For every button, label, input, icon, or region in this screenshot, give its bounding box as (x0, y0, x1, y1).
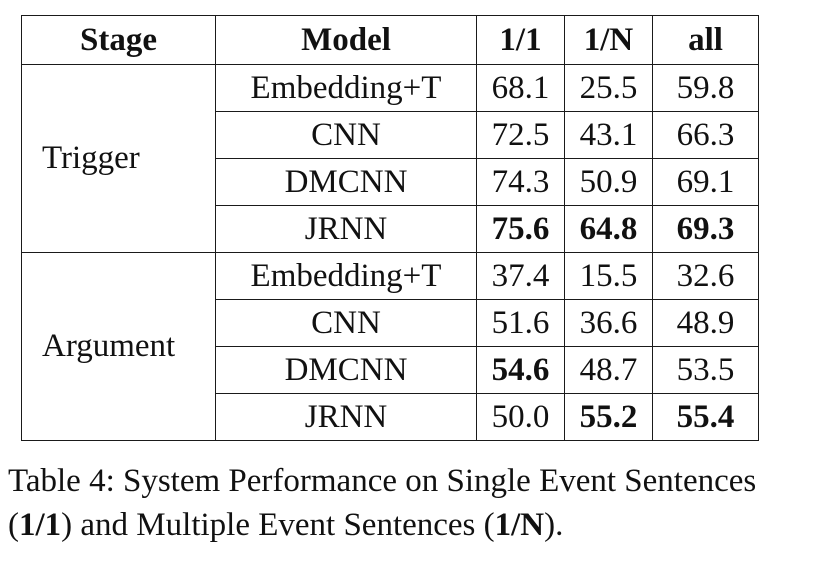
value-all-cell-best: 55.4 (652, 393, 759, 441)
model-cell: DMCNN (215, 346, 477, 394)
value-1-1-cell: 72.5 (476, 111, 565, 159)
value-1-n-cell: 48.7 (564, 346, 653, 394)
stage-cell-argument: Argument (21, 252, 216, 441)
value-all-cell: 48.9 (652, 299, 759, 347)
value-1-1-cell: 37.4 (476, 252, 565, 300)
value-1-1-cell: 68.1 (476, 64, 565, 112)
value-1-1-cell-best: 75.6 (476, 205, 565, 253)
table-row: CNN 51.6 36.6 48.9 (22, 299, 759, 347)
caption-mid-text: ) and Multiple Event Sentences ( (61, 507, 495, 543)
caption-line-2: (1/1) and Multiple Event Sentences (1/N)… (8, 503, 828, 547)
header-1-n: 1/N (564, 15, 653, 65)
stage-cell-trigger: Trigger (21, 64, 216, 253)
caption-open-paren: ( (8, 507, 19, 543)
model-cell: JRNN (215, 393, 477, 441)
table-header-row: Stage Model 1/1 1/N all (21, 15, 759, 65)
value-1-n-cell: 50.9 (564, 158, 653, 206)
value-all-cell-best: 69.3 (652, 205, 759, 253)
value-1-n-cell-best: 55.2 (564, 393, 653, 441)
value-1-1-cell-best: 54.6 (476, 346, 565, 394)
value-all-cell: 66.3 (652, 111, 759, 159)
model-cell: CNN (215, 111, 477, 159)
value-all-cell: 32.6 (652, 252, 759, 300)
results-table-container: Stage Model 1/1 1/N all Trigger Embeddin… (21, 15, 759, 441)
table-row: JRNN 50.0 55.2 55.4 (22, 393, 759, 441)
header-stage: Stage (21, 15, 216, 65)
table-caption: Table 4: System Performance on Single Ev… (8, 459, 828, 547)
caption-line-1: Table 4: System Performance on Single Ev… (8, 463, 757, 499)
model-cell: Embedding+T (215, 252, 477, 300)
caption-close-text: ). (544, 507, 564, 543)
model-cell: JRNN (215, 205, 477, 253)
table-row: DMCNN 54.6 48.7 53.5 (22, 346, 759, 394)
value-1-n-cell: 36.6 (564, 299, 653, 347)
value-1-1-cell: 50.0 (476, 393, 565, 441)
value-all-cell: 53.5 (652, 346, 759, 394)
value-1-n-cell: 25.5 (564, 64, 653, 112)
model-cell: DMCNN (215, 158, 477, 206)
model-cell: Embedding+T (215, 64, 477, 112)
table-row: Trigger Embedding+T 68.1 25.5 59.8 (21, 64, 759, 253)
value-all-cell: 69.1 (652, 158, 759, 206)
value-1-1-cell: 74.3 (476, 158, 565, 206)
table-row: Argument Embedding+T 37.4 15.5 32.6 (21, 252, 759, 441)
table-row: JRNN 75.6 64.8 69.3 (22, 205, 759, 253)
header-model: Model (215, 15, 477, 65)
value-1-1-cell: 51.6 (476, 299, 565, 347)
caption-bold-1-1: 1/1 (19, 507, 62, 543)
value-1-n-cell: 43.1 (564, 111, 653, 159)
results-table: Stage Model 1/1 1/N all Trigger Embeddin… (21, 15, 759, 441)
value-1-n-cell-best: 64.8 (564, 205, 653, 253)
header-all: all (652, 15, 759, 65)
value-1-n-cell: 15.5 (564, 252, 653, 300)
model-cell: CNN (215, 299, 477, 347)
value-all-cell: 59.8 (652, 64, 759, 112)
header-1-1: 1/1 (476, 15, 565, 65)
caption-bold-1-n: 1/N (494, 507, 545, 543)
